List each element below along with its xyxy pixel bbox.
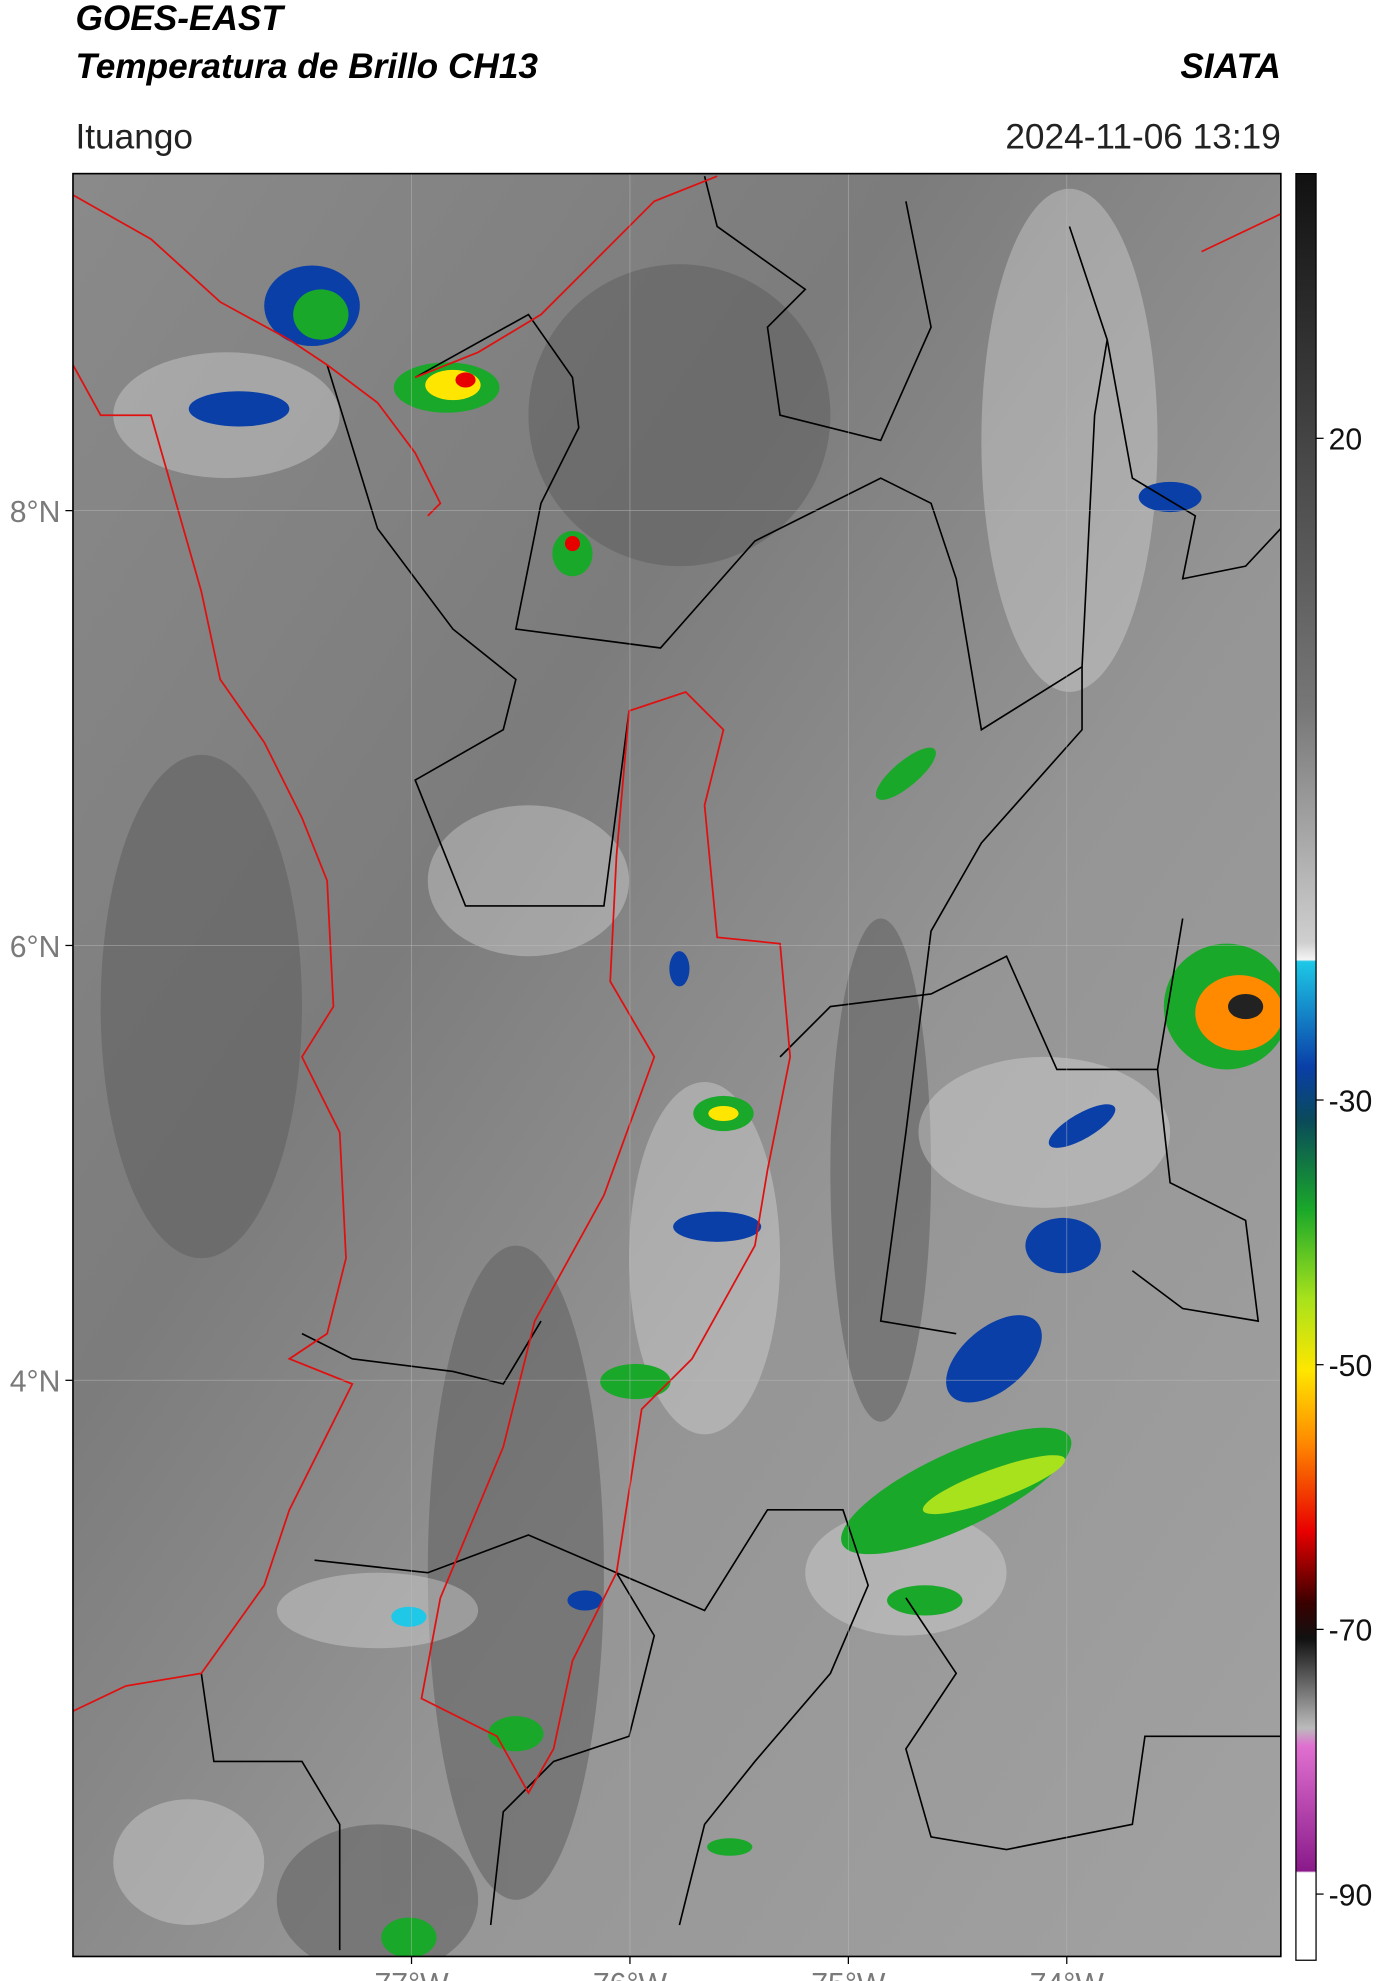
- x-tick-label: 76°W: [593, 1968, 668, 1981]
- map-axes: 77°W 76°W 75°W 74°W 8°N 6°N 4°N: [10, 496, 1105, 1981]
- colorbar-tick-label: 20: [1329, 424, 1363, 457]
- colorbar-axis: 20 -30 -50 -70 -90: [1316, 424, 1373, 1912]
- y-tick-label: 6°N: [10, 931, 61, 964]
- x-tick-label: 74°W: [1030, 1968, 1105, 1981]
- source: SIATA: [1180, 47, 1280, 86]
- colorbar-tick-label: -90: [1329, 1879, 1373, 1912]
- y-tick-label: 8°N: [10, 496, 61, 529]
- title: GOES-EAST: [75, 0, 285, 38]
- coastline: [72, 175, 1281, 1795]
- graticule: [72, 173, 1281, 1957]
- x-tick-label: 75°W: [811, 1968, 886, 1981]
- datetime: 2024-11-06 13:19: [1005, 117, 1280, 156]
- y-tick-label: 4°N: [10, 1366, 61, 1399]
- admin-borders: [200, 175, 1281, 1951]
- colorbar-tick-label: -30: [1329, 1085, 1373, 1118]
- satellite-image: [72, 173, 1281, 1957]
- colorbar-tick-label: -50: [1329, 1350, 1373, 1383]
- map-frame: [72, 172, 1282, 1958]
- subtitle: Temperatura de Brillo CH13: [75, 47, 538, 86]
- location: Ituango: [75, 117, 193, 156]
- x-tick-label: 77°W: [374, 1968, 449, 1981]
- colorbar: [1295, 172, 1317, 1961]
- colorbar-tick-label: -70: [1329, 1615, 1373, 1648]
